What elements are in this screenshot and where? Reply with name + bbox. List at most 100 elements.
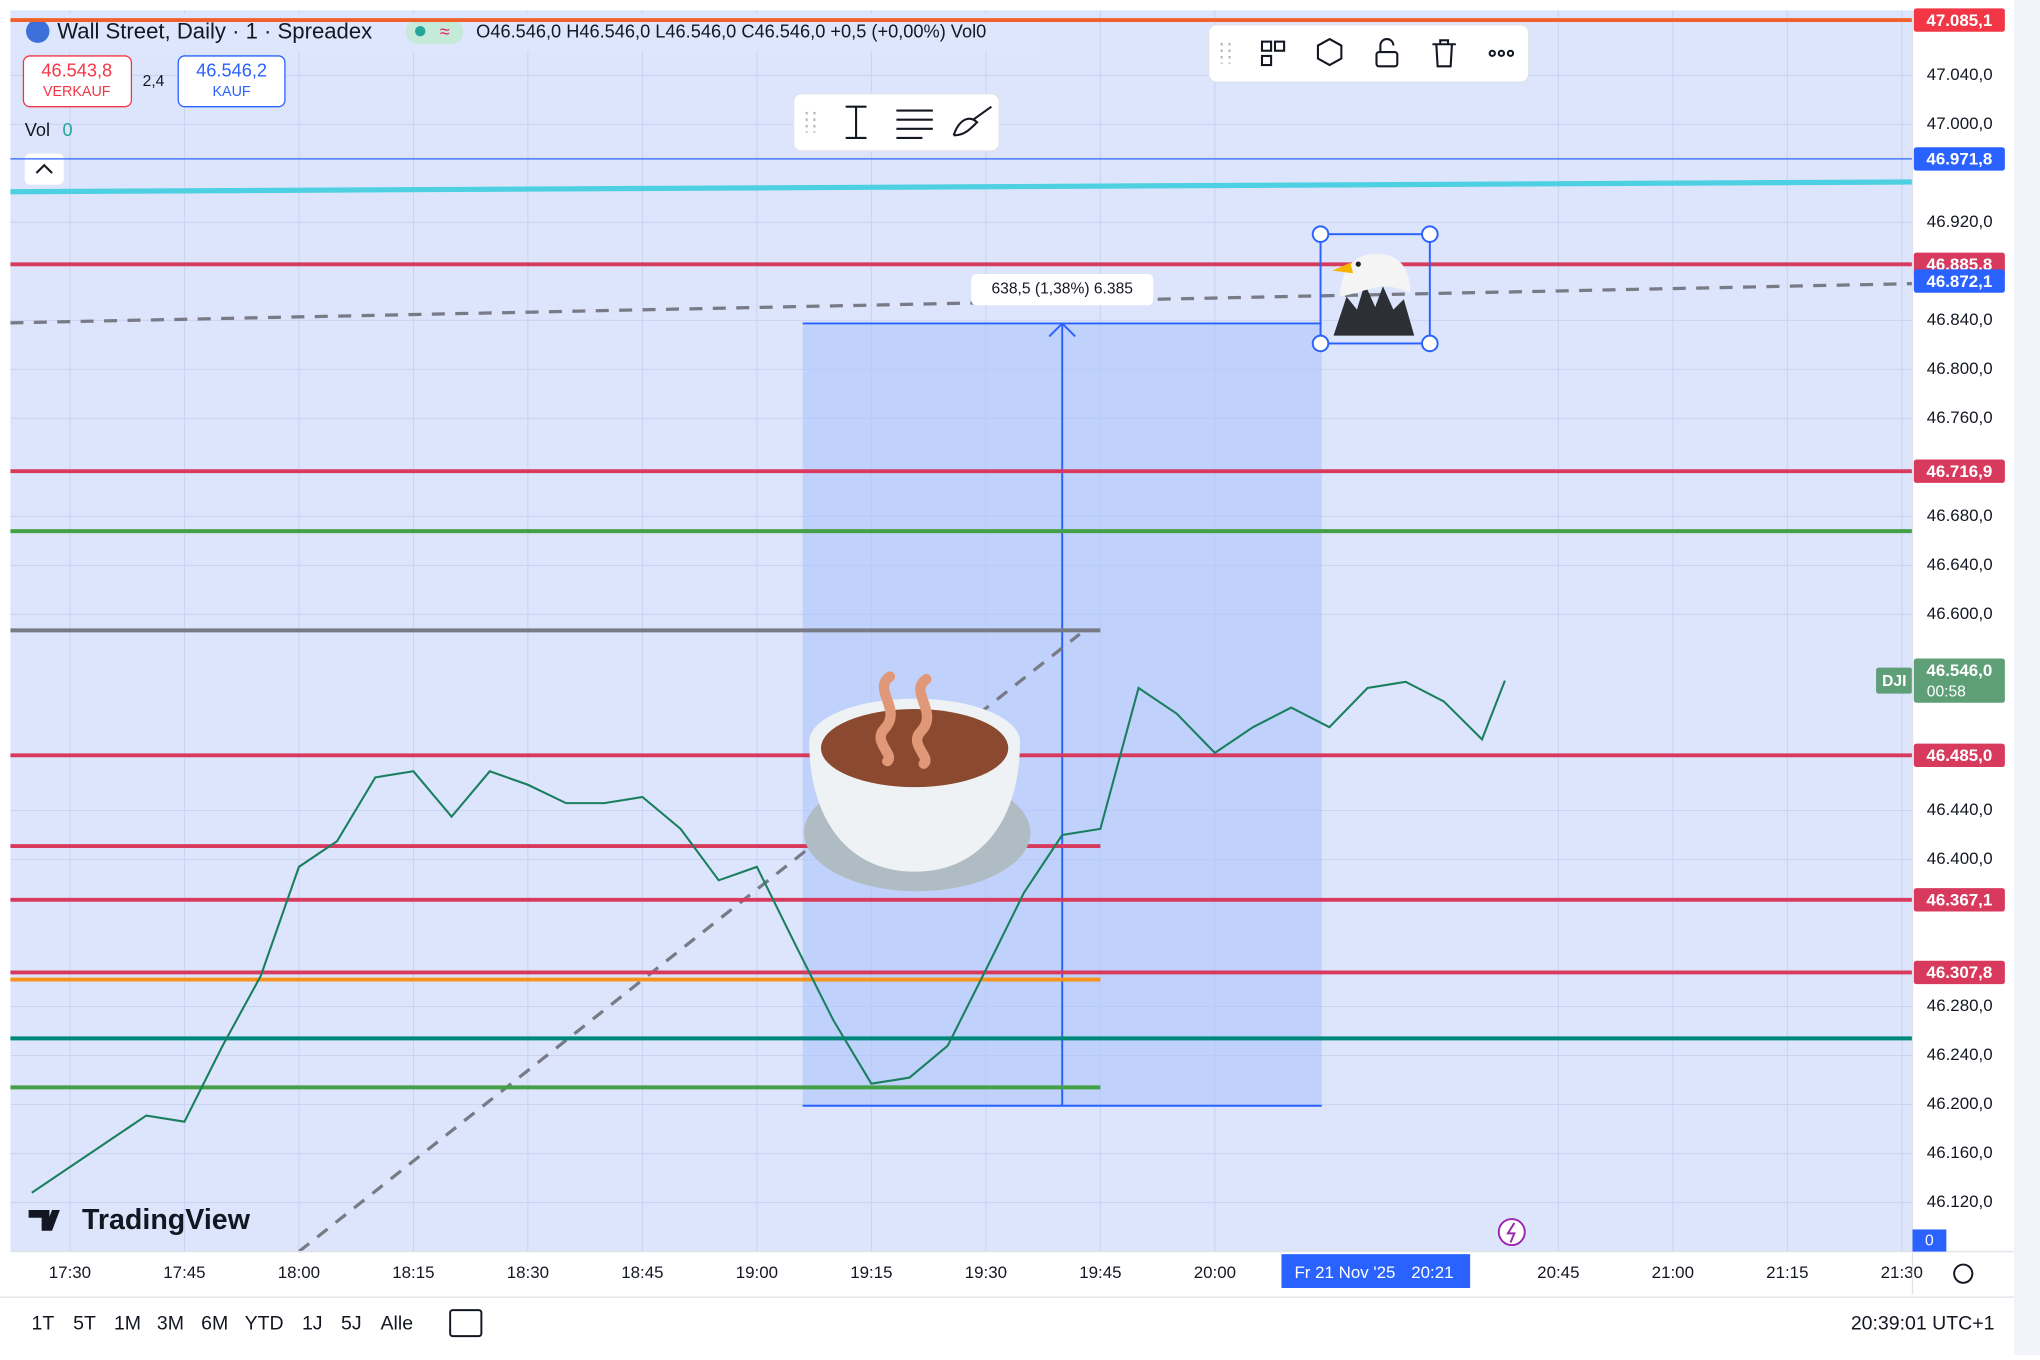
template-icon[interactable] [1260, 40, 1273, 52]
x-tick-label: 18:45 [621, 1263, 663, 1282]
x-tick-label: 17:30 [49, 1263, 91, 1282]
collapse-button[interactable] [24, 153, 64, 185]
x-tick-label: 19:15 [850, 1263, 892, 1282]
series-name: DJI [1882, 673, 1906, 690]
series-name-bg [1876, 667, 1913, 694]
flag-icon [26, 19, 50, 43]
status-dot [415, 26, 426, 37]
last-price-label: 46.546,0 [1926, 661, 1992, 680]
y-tick-label: 46.680,0 [1927, 506, 1993, 525]
y-tick-label: 47.000,0 [1927, 114, 1993, 133]
event-icon[interactable] [1497, 1218, 1526, 1247]
y-tick-label: 46.440,0 [1927, 800, 1993, 819]
range-bar: 1T 5T 1M 3M 6M YTD 1J 5J Alle [32, 1313, 414, 1335]
coffee-sticker [804, 671, 1031, 892]
x-tick-label: 21:15 [1766, 1263, 1808, 1282]
side-strip [2013, 0, 2040, 1355]
price-label: 46.367,1 [1926, 891, 1992, 910]
goto-date-button[interactable] [449, 1309, 483, 1338]
buy-price: 46.546,2 [196, 60, 267, 80]
range-button[interactable]: 1T [32, 1313, 55, 1335]
range-button[interactable]: Alle [381, 1313, 414, 1335]
template-icon[interactable] [1273, 40, 1286, 52]
y-tick-label: 46.240,0 [1927, 1045, 1993, 1064]
x-tick-label: 19:00 [736, 1263, 778, 1282]
y-tick-label: 47.040,0 [1927, 65, 1993, 84]
y-tick-label: 46.160,0 [1927, 1143, 1993, 1162]
x-tick-label: 18:15 [392, 1263, 434, 1282]
collapse-icon [35, 163, 53, 174]
y-tick-label: 46.800,0 [1927, 359, 1993, 378]
axis-label: 46.872,1 [1926, 272, 1992, 291]
range-button[interactable]: 1J [302, 1313, 323, 1335]
logo-mark [28, 1209, 60, 1231]
axis-label-bg [1913, 269, 2005, 293]
delete-icon[interactable] [1432, 39, 1456, 68]
y-tick-label: 46.120,0 [1927, 1192, 1993, 1211]
status-wave: ≈ [440, 21, 450, 41]
price-line-series [31, 680, 1506, 1194]
tool-toolbar [792, 93, 1000, 152]
vol-value: 0 [62, 120, 72, 140]
volume-scale-label: 0 [1925, 1232, 1934, 1249]
brush-tool[interactable] [952, 105, 992, 137]
range-button[interactable]: 6M [201, 1313, 228, 1335]
price-label: 46.485,0 [1926, 746, 1992, 765]
buy-label: KAUF [213, 84, 251, 100]
range-button[interactable]: 3M [157, 1313, 184, 1335]
logo-text: TradingView [82, 1204, 251, 1236]
y-tick-label: 46.640,0 [1927, 555, 1993, 574]
y-tick-label: 46.920,0 [1927, 212, 1993, 231]
measure-tool[interactable] [845, 105, 867, 139]
crosshair-time: 20:21 [1411, 1263, 1453, 1282]
x-tick-label: 21:30 [1881, 1263, 1923, 1282]
drawing-toolbar [1207, 24, 1530, 83]
price-label-bg [1913, 147, 2005, 171]
more-icon [1506, 49, 1515, 57]
range-button[interactable]: YTD [245, 1313, 284, 1335]
buy-button[interactable] [177, 55, 286, 108]
status-badge [405, 19, 464, 45]
x-tick-label: 21:00 [1652, 1263, 1694, 1282]
more-icon [1497, 49, 1506, 57]
price-label: 46.307,8 [1926, 963, 1992, 982]
tool-toolbar-icons [805, 105, 992, 139]
settings-icon[interactable] [1316, 37, 1343, 67]
ohlc: O46.546,0 H46.546,0 L46.546,0 C46.546,0 … [476, 21, 986, 41]
crosshair-date: Fr 21 Nov '25 [1294, 1263, 1395, 1282]
drawing-toolbar-icons [1220, 37, 1515, 68]
more-icon[interactable] [1488, 49, 1496, 57]
last-price-bg [1913, 658, 2005, 703]
x-tick-label: 17:45 [163, 1263, 205, 1282]
measure-arrowhead [1048, 322, 1076, 338]
x-tick-label: 20:45 [1537, 1263, 1579, 1282]
clock: 20:39:01 UTC+1 [1851, 1313, 1995, 1335]
lock-shackle [1379, 38, 1395, 53]
price-label-bg [1913, 888, 2005, 912]
price-label-bg [1913, 459, 2005, 483]
sell-button[interactable] [22, 55, 133, 108]
x-tick-label: 19:30 [965, 1263, 1007, 1282]
price-label-bg [1913, 960, 2005, 985]
price-label: 46.971,8 [1926, 150, 1992, 169]
y-tick-label: 46.600,0 [1927, 604, 1993, 623]
event-bolt [1506, 1222, 1516, 1243]
eagle-sticker [1311, 225, 1439, 353]
measure-label-bg [971, 274, 1154, 306]
range-button[interactable]: 5T [73, 1313, 96, 1335]
settings-button[interactable] [1953, 1263, 1974, 1284]
y-tick-label: 46.400,0 [1927, 849, 1993, 868]
range-button[interactable]: 5J [341, 1313, 362, 1335]
lock-icon[interactable] [1375, 50, 1399, 68]
template-icon[interactable] [1260, 54, 1273, 67]
price-label: 47.085,1 [1926, 11, 1992, 30]
trend-line [10, 282, 1913, 325]
range-button[interactable]: 1M [114, 1313, 141, 1335]
x-tick-label: 20:00 [1194, 1263, 1236, 1282]
symbol-title: Wall Street, Daily · 1 · Spreadex [57, 18, 372, 43]
over-layer: 17:30 17:45 18:00 18:15 18:30 18:45 19:00 19:15… [10, 8, 2005, 1288]
lines-tool[interactable] [896, 109, 933, 139]
crosshair-label-bg [1281, 1254, 1471, 1288]
